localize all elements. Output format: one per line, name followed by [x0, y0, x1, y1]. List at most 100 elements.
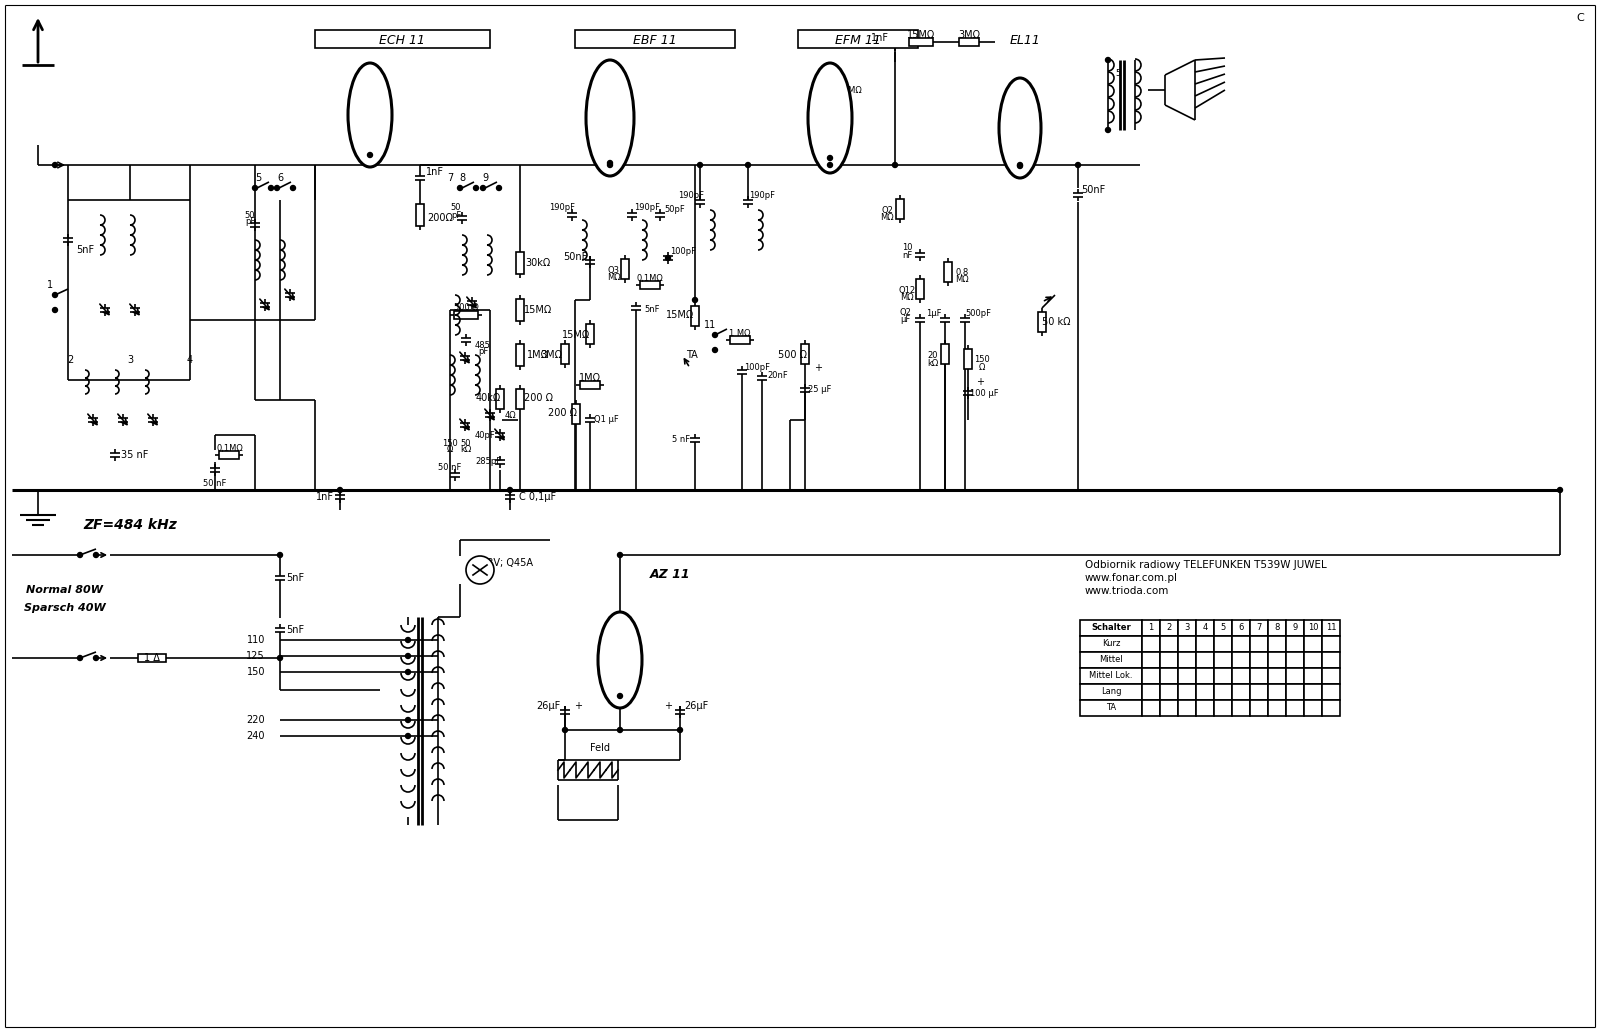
- Ellipse shape: [998, 78, 1042, 178]
- Bar: [1197, 652, 1214, 668]
- Text: 8: 8: [1274, 623, 1280, 633]
- Text: 4: 4: [1202, 623, 1208, 633]
- Bar: [1214, 700, 1232, 716]
- Text: 15MΩ: 15MΩ: [907, 30, 934, 40]
- Bar: [1142, 700, 1160, 716]
- Circle shape: [666, 256, 670, 260]
- Text: Kurz: Kurz: [1102, 640, 1120, 648]
- Text: 200Ω: 200Ω: [427, 213, 453, 223]
- Bar: [1286, 700, 1304, 716]
- Circle shape: [893, 162, 898, 167]
- Bar: [1178, 652, 1197, 668]
- Circle shape: [458, 186, 462, 191]
- Bar: [1214, 684, 1232, 700]
- Bar: [515, 252, 525, 275]
- Circle shape: [827, 156, 832, 161]
- Text: 50 kΩ: 50 kΩ: [1042, 317, 1070, 327]
- Text: kΩ: kΩ: [928, 358, 939, 367]
- Bar: [1080, 636, 1142, 652]
- Bar: [1160, 700, 1178, 716]
- Text: Q12: Q12: [899, 286, 915, 294]
- Bar: [1250, 636, 1267, 652]
- Text: kΩ: kΩ: [461, 446, 472, 454]
- Text: 1MΩ: 1MΩ: [579, 373, 602, 383]
- Circle shape: [93, 655, 99, 660]
- Bar: [1304, 620, 1322, 636]
- Text: 240: 240: [246, 731, 266, 741]
- Text: 11: 11: [704, 320, 717, 330]
- Bar: [1214, 620, 1232, 636]
- Bar: [1080, 652, 1142, 668]
- Text: 9: 9: [482, 173, 488, 183]
- Text: 50nF: 50nF: [1082, 185, 1106, 195]
- Text: 5nF: 5nF: [75, 245, 94, 255]
- Text: Ω: Ω: [979, 363, 986, 373]
- Text: 3MΩ: 3MΩ: [958, 30, 979, 40]
- Circle shape: [53, 308, 58, 313]
- Text: C 0,1µF: C 0,1µF: [520, 492, 557, 502]
- Bar: [315, 30, 490, 49]
- Circle shape: [608, 161, 613, 165]
- Bar: [1267, 652, 1286, 668]
- Bar: [1267, 668, 1286, 684]
- Circle shape: [77, 655, 83, 660]
- Text: TA: TA: [1106, 704, 1117, 712]
- Bar: [1267, 700, 1286, 716]
- Text: 10: 10: [902, 244, 912, 253]
- Circle shape: [277, 552, 283, 557]
- Text: 190pF: 190pF: [634, 202, 661, 212]
- Bar: [1232, 668, 1250, 684]
- Bar: [1286, 636, 1304, 652]
- Circle shape: [618, 728, 622, 733]
- Circle shape: [608, 162, 613, 167]
- Bar: [826, 82, 834, 96]
- Bar: [1197, 668, 1214, 684]
- Circle shape: [1018, 162, 1022, 167]
- Bar: [1080, 700, 1142, 716]
- Text: 11: 11: [1326, 623, 1336, 633]
- Bar: [1142, 684, 1160, 700]
- Circle shape: [338, 487, 342, 492]
- Bar: [515, 389, 525, 409]
- Text: 190pF: 190pF: [549, 202, 574, 212]
- Bar: [1322, 636, 1341, 652]
- Bar: [1197, 684, 1214, 700]
- Text: 5: 5: [1115, 68, 1120, 77]
- Bar: [1080, 684, 1142, 700]
- Text: 7: 7: [1256, 623, 1262, 633]
- Circle shape: [405, 670, 411, 675]
- Text: 50: 50: [461, 439, 472, 448]
- Text: 100pF: 100pF: [670, 248, 696, 257]
- Text: EFM 11: EFM 11: [835, 33, 882, 46]
- Text: 6: 6: [277, 173, 283, 183]
- Text: Lang: Lang: [1101, 687, 1122, 697]
- Bar: [1250, 684, 1267, 700]
- Bar: [1160, 636, 1178, 652]
- Text: 100 µF: 100 µF: [970, 388, 998, 397]
- Text: 20: 20: [928, 351, 938, 359]
- Circle shape: [474, 186, 478, 191]
- Bar: [1250, 700, 1267, 716]
- Circle shape: [405, 717, 411, 722]
- Bar: [1197, 636, 1214, 652]
- Bar: [1322, 668, 1341, 684]
- Text: TA: TA: [686, 350, 698, 360]
- Bar: [1142, 620, 1160, 636]
- Bar: [963, 349, 973, 369]
- Text: 200 Ω: 200 Ω: [547, 408, 576, 418]
- Text: 285pF: 285pF: [475, 457, 501, 466]
- Circle shape: [405, 638, 411, 643]
- Bar: [1286, 620, 1304, 636]
- Circle shape: [368, 153, 373, 158]
- Bar: [1214, 636, 1232, 652]
- Bar: [1286, 668, 1304, 684]
- Text: 1 Δ: 1 Δ: [144, 653, 160, 663]
- Text: µF: µF: [899, 316, 910, 324]
- Text: 5nF: 5nF: [645, 305, 659, 315]
- Bar: [621, 259, 629, 279]
- Text: 150: 150: [442, 439, 458, 448]
- Text: 5: 5: [1221, 623, 1226, 633]
- Circle shape: [618, 694, 622, 699]
- Text: 40pF: 40pF: [475, 430, 496, 440]
- Bar: [1250, 668, 1267, 684]
